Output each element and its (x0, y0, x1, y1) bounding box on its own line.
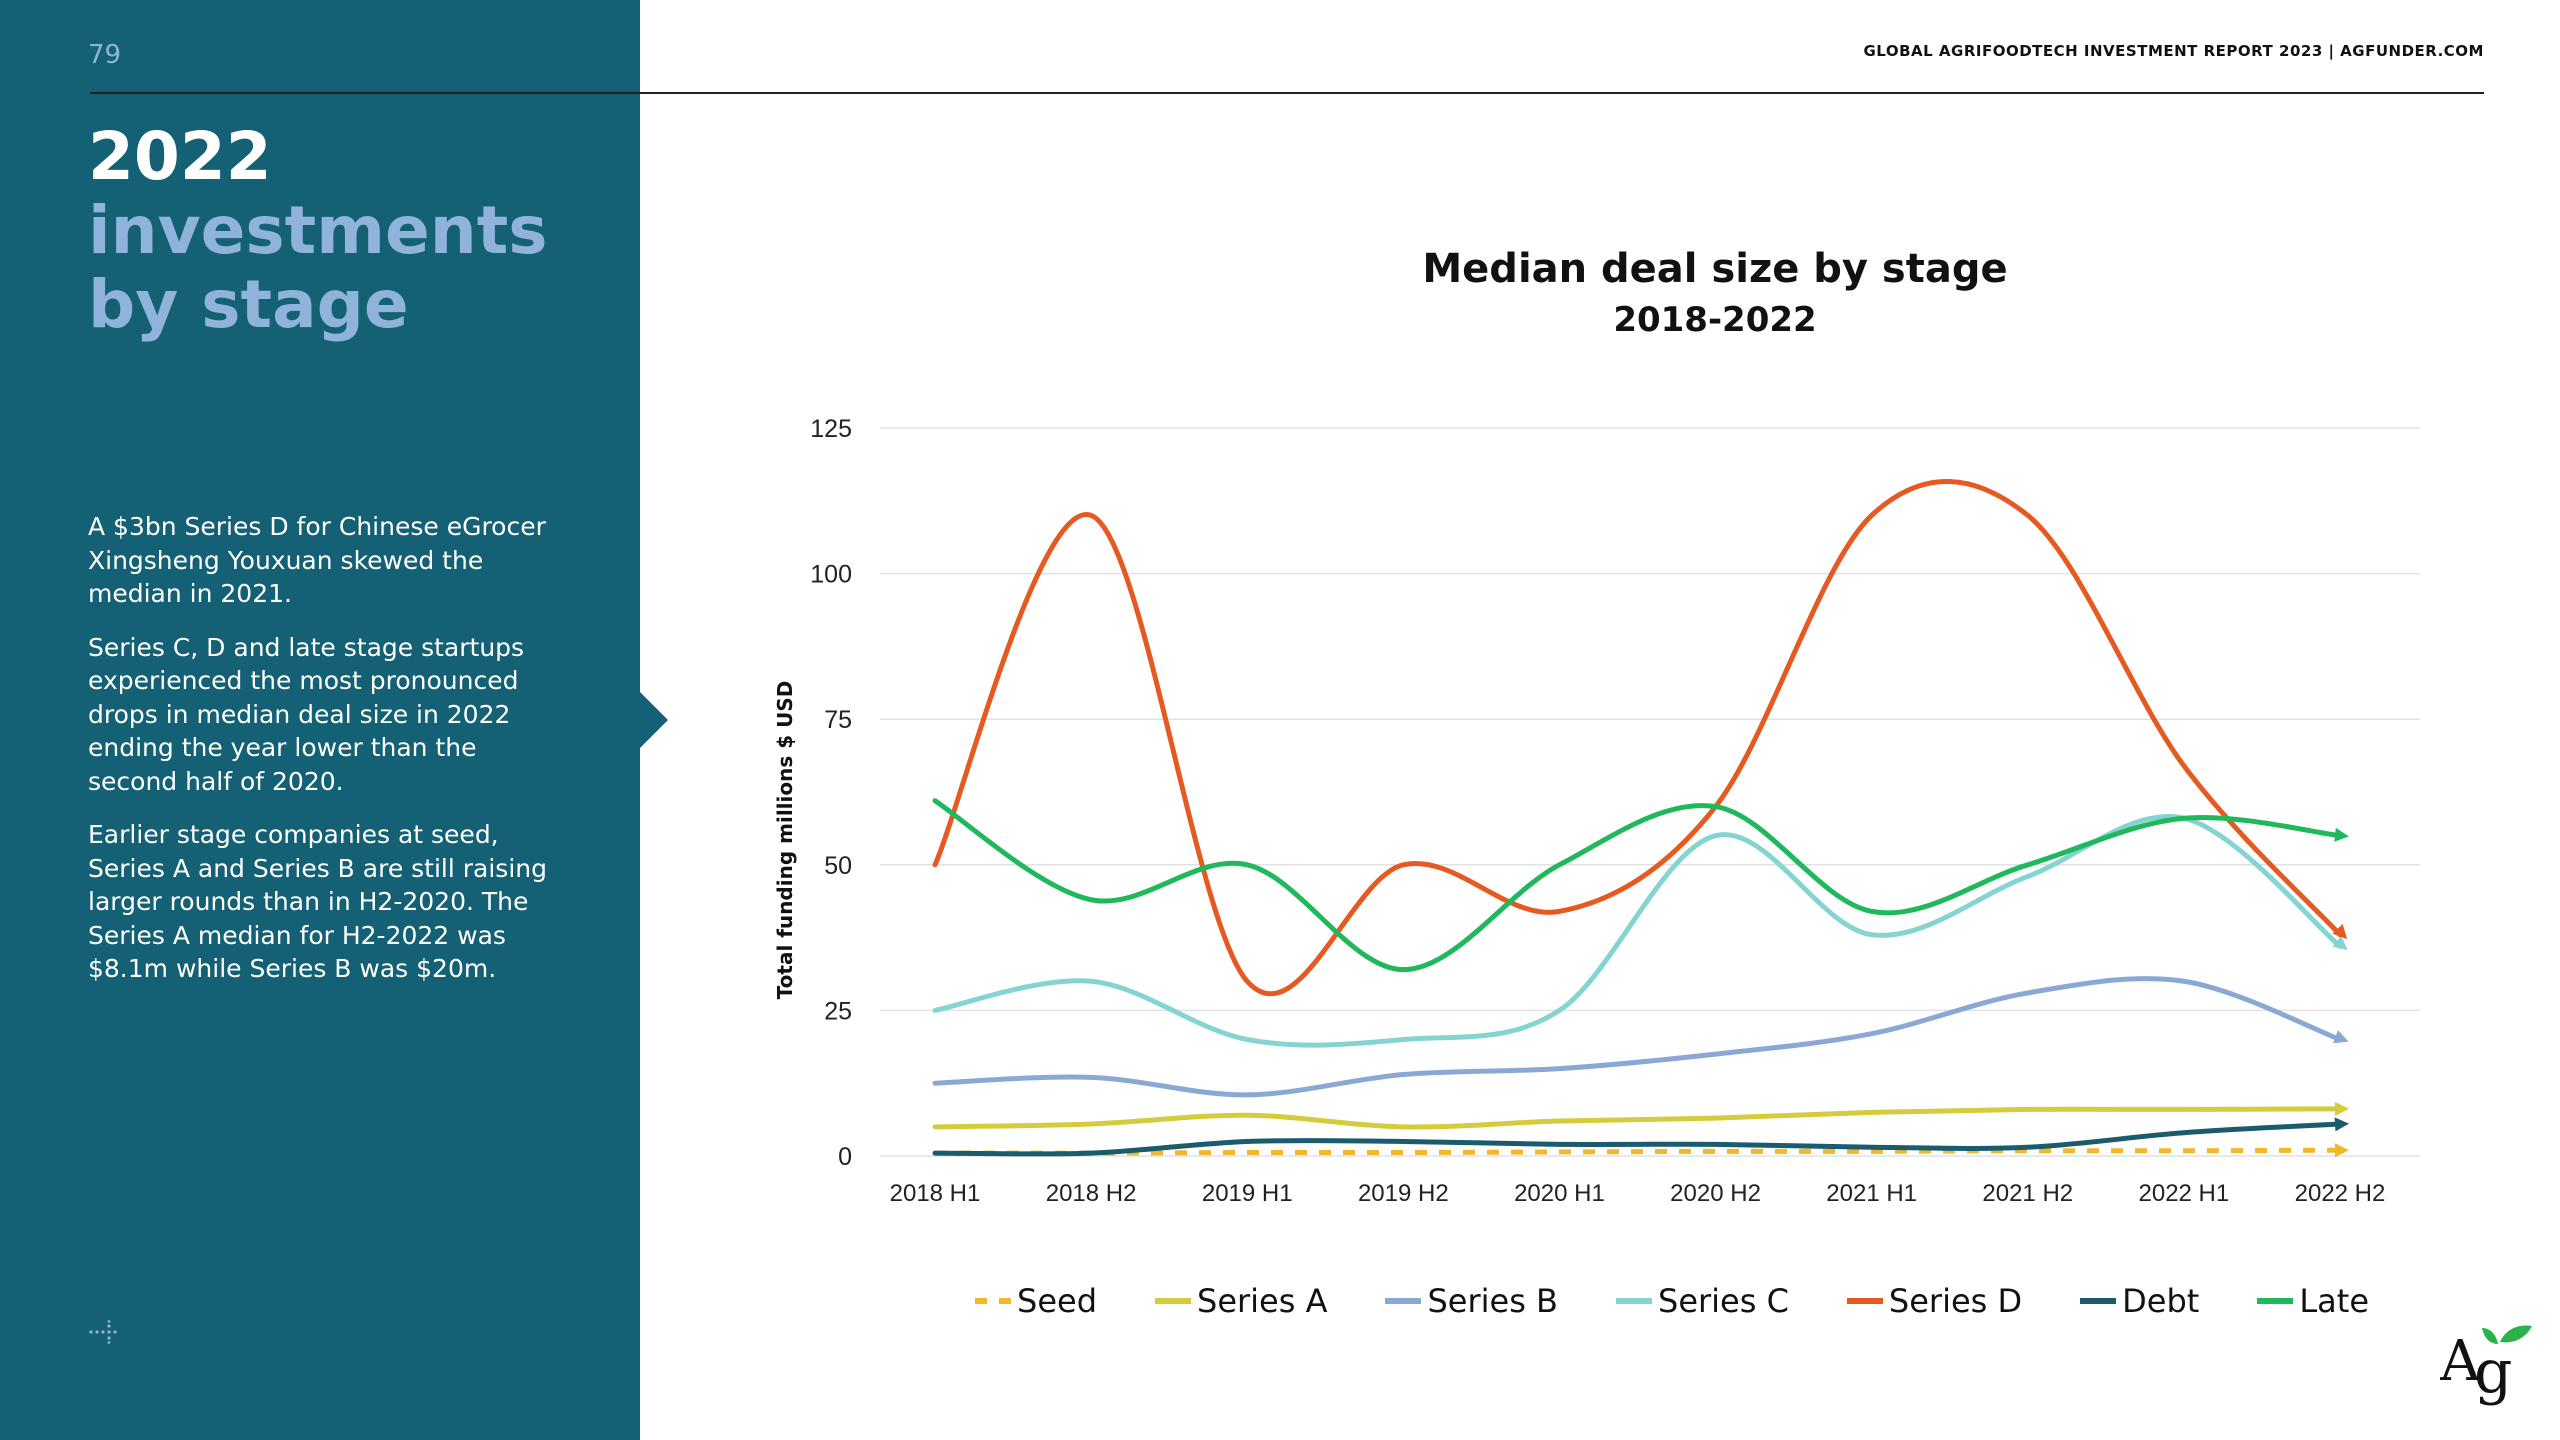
svg-text:A: A (2440, 1329, 2481, 1394)
legend-label: Late (2299, 1282, 2369, 1320)
sidebar-paragraph: Earlier stage companies at seed, Series … (88, 820, 547, 983)
legend-item-series-a: Series A (1155, 1282, 1327, 1320)
sidebar-notch (640, 692, 668, 748)
legend-item-series-d: Series D (1846, 1282, 2023, 1320)
sidebar-paragraph: Series C, D and late stage startups expe… (88, 632, 525, 796)
legend-item-series-c: Series C (1616, 1282, 1789, 1320)
x-tick-label: 2019 H2 (1358, 1180, 1449, 1207)
series-line-series-b (932, 976, 2343, 1098)
y-tick-label: 25 (824, 997, 852, 1025)
y-tick-label: 50 (824, 852, 852, 880)
series-line-series-a (932, 1106, 2343, 1130)
x-tick-label: 2021 H2 (1982, 1180, 2073, 1207)
legend-swatch (1155, 1298, 1191, 1304)
series-line-late (932, 798, 2343, 973)
x-tick-label: 2018 H1 (890, 1180, 981, 1207)
legend-item-late: Late (2257, 1282, 2369, 1320)
series-end-marker-series-a (2334, 1101, 2349, 1116)
report-header: GLOBAL AGRIFOODTECH INVESTMENT REPORT 20… (1863, 42, 2484, 60)
chart-legend: Seed Series A Series B Series C Series D Debt… (975, 1282, 2427, 1320)
page-number: 79 (88, 40, 122, 70)
chart-subtitle: 2018-2022 (1613, 300, 1817, 340)
y-tick-label: 100 (810, 561, 852, 589)
series-end-marker-late (2334, 827, 2349, 842)
svg-text:g: g (2474, 1337, 2512, 1407)
x-tick-label: 2020 H1 (1514, 1180, 1605, 1207)
series-end-marker-seed (2334, 1143, 2349, 1158)
y-tick-label: 125 (810, 415, 852, 443)
series-line-seed (934, 1147, 2341, 1156)
legend-swatch (1616, 1298, 1652, 1304)
legend-label: Series D (1888, 1282, 2023, 1320)
series-line-debt (932, 1121, 2343, 1157)
x-tick-label: 2020 H2 (1670, 1180, 1761, 1207)
sidebar-title: 2022 investments by stage (88, 120, 568, 342)
series-line-series-c (932, 814, 2343, 1048)
x-tick-label: 2018 H2 (1046, 1180, 1137, 1207)
series-end-marker-series-b (2333, 1030, 2349, 1044)
legend-label: Series A (1197, 1282, 1328, 1320)
legend-label: Seed (1017, 1282, 1097, 1320)
series-line-series-d (932, 479, 2343, 997)
legend-label: Series B (1427, 1282, 1558, 1320)
agfunder-logo: A g (2440, 1325, 2532, 1407)
y-tick-label: 75 (824, 706, 852, 734)
legend-swatch (1846, 1298, 1883, 1304)
y-axis-label: Total funding millions $ USD (773, 681, 797, 1000)
series-end-marker-debt (2334, 1117, 2349, 1132)
chart-title: Median deal size by stage (1422, 246, 2008, 292)
x-tick-label: 2022 H2 (2295, 1180, 2386, 1207)
x-tick-label: 2022 H1 (2139, 1180, 2230, 1207)
y-tick-label: 0 (838, 1143, 852, 1171)
sidebar-title-rest: investments by stage (88, 192, 548, 343)
legend-swatch (1385, 1298, 1422, 1304)
dots-arrow-icon (89, 1320, 117, 1344)
sidebar-paragraph: A $3bn Series D for Chinese eGrocer Xing… (88, 512, 546, 608)
x-tick-label: 2021 H1 (1826, 1180, 1917, 1207)
legend-label: Series C (1658, 1282, 1789, 1320)
series-end-marker-series-c (2332, 935, 2348, 951)
legend-item-seed: Seed (975, 1282, 1097, 1320)
legend-swatch (975, 1298, 1011, 1304)
legend-item-series-b: Series B (1385, 1282, 1558, 1320)
x-tick-label: 2019 H1 (1202, 1180, 1293, 1207)
series-end-marker-series-d (2332, 924, 2348, 940)
sidebar-body: A $3bn Series D for Chinese eGrocer Xing… (88, 510, 558, 1006)
sidebar: 79 2022 investments by stage A $3bn Seri… (0, 0, 640, 1440)
header-divider (90, 92, 2484, 94)
legend-label: Debt (2122, 1282, 2200, 1320)
sidebar-title-year: 2022 (88, 118, 272, 195)
legend-swatch (2080, 1298, 2117, 1304)
legend-swatch (2257, 1298, 2294, 1304)
legend-item-debt: Debt (2080, 1282, 2199, 1320)
